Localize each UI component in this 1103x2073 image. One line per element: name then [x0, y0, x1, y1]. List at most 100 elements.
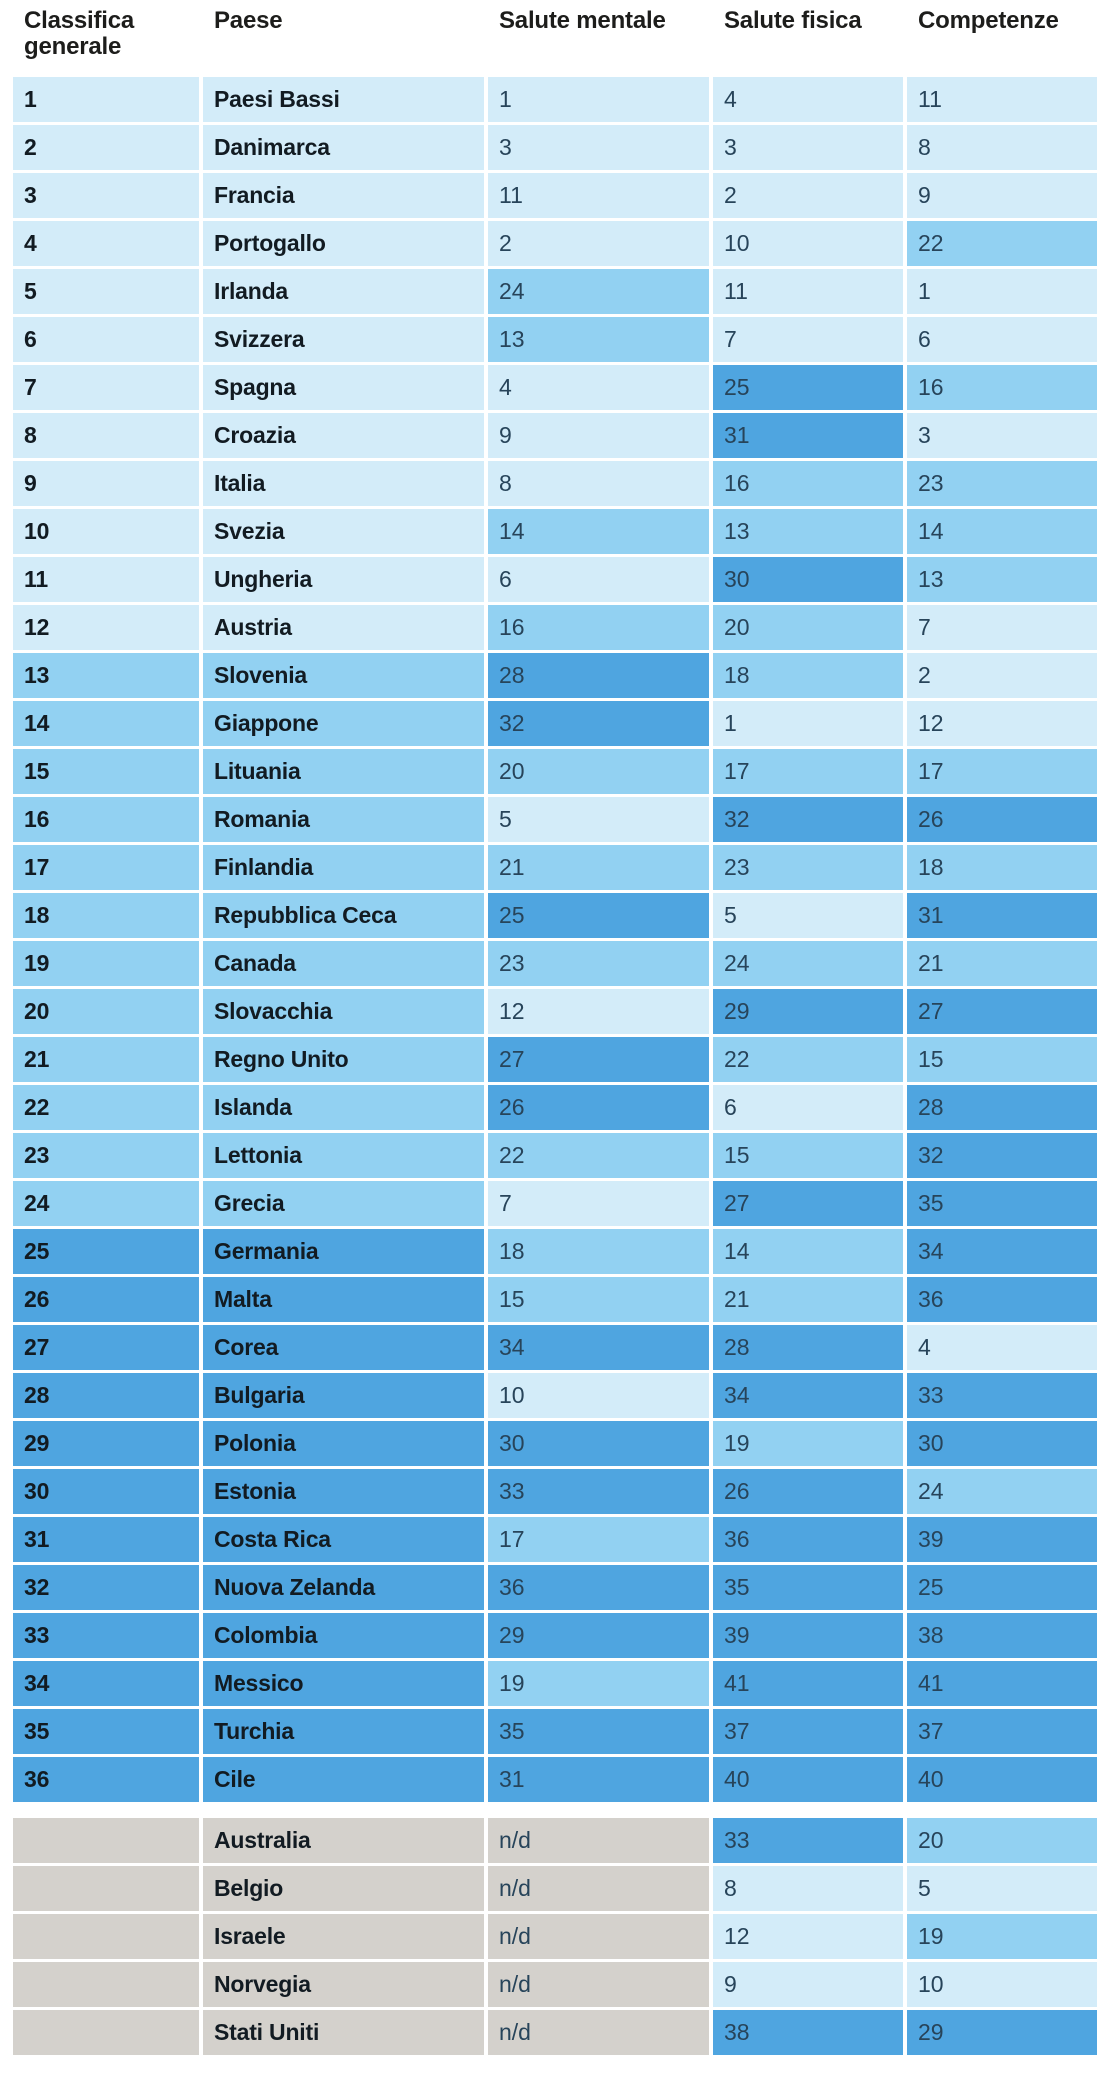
mental-health-cell: 36 — [488, 1564, 709, 1610]
physical-health-cell: 10 — [713, 220, 903, 266]
physical-health-cell: 27 — [713, 1180, 903, 1226]
table-row: 14 Giappone 32 1 12 — [13, 700, 1103, 746]
physical-health-cell: 26 — [713, 1468, 903, 1514]
mental-health-cell: 14 — [488, 508, 709, 554]
country-cell: Polonia — [203, 1420, 484, 1466]
skills-cell: 35 — [907, 1180, 1097, 1226]
skills-cell: 26 — [907, 796, 1097, 842]
country-cell: Canada — [203, 940, 484, 986]
rank-cell: 8 — [13, 412, 199, 458]
skills-cell: 13 — [907, 556, 1097, 602]
mental-health-cell: 30 — [488, 1420, 709, 1466]
mental-health-cell: 35 — [488, 1708, 709, 1754]
unranked-rows-section: Australia n/d 33 20 Belgio n/d 8 5 Israele n/d 12 1… — [13, 1817, 1103, 2055]
country-cell: Portogallo — [203, 220, 484, 266]
rank-cell — [13, 1865, 199, 1911]
table-row: 23 Lettonia 22 15 32 — [13, 1132, 1103, 1178]
physical-health-cell: 20 — [713, 604, 903, 650]
rank-cell: 1 — [13, 76, 199, 122]
mental-health-cell: n/d — [488, 1961, 709, 2007]
country-cell: Belgio — [203, 1865, 484, 1911]
mental-health-cell: 32 — [488, 700, 709, 746]
mental-health-cell: 21 — [488, 844, 709, 890]
mental-health-cell: 2 — [488, 220, 709, 266]
table-row: 27 Corea 34 28 4 — [13, 1324, 1103, 1370]
ranked-rows-section: 1 Paesi Bassi 1 4 11 2 Danimarca 3 3 8 3 Francia 11 2… — [13, 76, 1103, 1802]
country-cell: Ungheria — [203, 556, 484, 602]
rank-cell: 23 — [13, 1132, 199, 1178]
col-header-salute-fisica: Salute fisica — [724, 7, 862, 34]
mental-health-cell: 25 — [488, 892, 709, 938]
table-row: 26 Malta 15 21 36 — [13, 1276, 1103, 1322]
rank-cell: 14 — [13, 700, 199, 746]
table-row: 18 Repubblica Ceca 25 5 31 — [13, 892, 1103, 938]
rank-cell: 13 — [13, 652, 199, 698]
physical-health-cell: 34 — [713, 1372, 903, 1418]
table-row: 10 Svezia 14 13 14 — [13, 508, 1103, 554]
mental-health-cell: 22 — [488, 1132, 709, 1178]
rank-cell: 29 — [13, 1420, 199, 1466]
skills-cell: 5 — [907, 1865, 1097, 1911]
table-row: 11 Ungheria 6 30 13 — [13, 556, 1103, 602]
mental-health-cell: 33 — [488, 1468, 709, 1514]
skills-cell: 17 — [907, 748, 1097, 794]
rank-cell: 36 — [13, 1756, 199, 1802]
rank-cell: 3 — [13, 172, 199, 218]
rank-cell — [13, 2009, 199, 2055]
country-cell: Estonia — [203, 1468, 484, 1514]
skills-cell: 12 — [907, 700, 1097, 746]
table-row: 3 Francia 11 2 9 — [13, 172, 1103, 218]
country-cell: Lettonia — [203, 1132, 484, 1178]
unranked-table-row: Stati Uniti n/d 38 29 — [13, 2009, 1103, 2055]
country-cell: Stati Uniti — [203, 2009, 484, 2055]
mental-health-cell: 19 — [488, 1660, 709, 1706]
rank-cell — [13, 1961, 199, 2007]
physical-health-cell: 12 — [713, 1913, 903, 1959]
physical-health-cell: 6 — [713, 1084, 903, 1130]
country-cell: Finlandia — [203, 844, 484, 890]
mental-health-cell: 11 — [488, 172, 709, 218]
country-cell: Colombia — [203, 1612, 484, 1658]
mental-health-cell: 8 — [488, 460, 709, 506]
physical-health-cell: 35 — [713, 1564, 903, 1610]
physical-health-cell: 4 — [713, 76, 903, 122]
mental-health-cell: 12 — [488, 988, 709, 1034]
mental-health-cell: 13 — [488, 316, 709, 362]
rank-cell: 4 — [13, 220, 199, 266]
physical-health-cell: 1 — [713, 700, 903, 746]
mental-health-cell: 18 — [488, 1228, 709, 1274]
physical-health-cell: 39 — [713, 1612, 903, 1658]
mental-health-cell: n/d — [488, 1913, 709, 1959]
table-row: 9 Italia 8 16 23 — [13, 460, 1103, 506]
physical-health-cell: 23 — [713, 844, 903, 890]
physical-health-cell: 15 — [713, 1132, 903, 1178]
table-row: 36 Cile 31 40 40 — [13, 1756, 1103, 1802]
rank-cell: 35 — [13, 1708, 199, 1754]
physical-health-cell: 29 — [713, 988, 903, 1034]
skills-cell: 9 — [907, 172, 1097, 218]
rank-cell: 18 — [13, 892, 199, 938]
table-row: 19 Canada 23 24 21 — [13, 940, 1103, 986]
mental-health-cell: 28 — [488, 652, 709, 698]
country-cell: Corea — [203, 1324, 484, 1370]
mental-health-cell: 27 — [488, 1036, 709, 1082]
physical-health-cell: 33 — [713, 1817, 903, 1863]
table-row: 13 Slovenia 28 18 2 — [13, 652, 1103, 698]
country-cell: Germania — [203, 1228, 484, 1274]
physical-health-cell: 36 — [713, 1516, 903, 1562]
physical-health-cell: 5 — [713, 892, 903, 938]
physical-health-cell: 19 — [713, 1420, 903, 1466]
table-row: 17 Finlandia 21 23 18 — [13, 844, 1103, 890]
skills-cell: 20 — [907, 1817, 1097, 1863]
rank-cell: 16 — [13, 796, 199, 842]
country-cell: Costa Rica — [203, 1516, 484, 1562]
rank-cell: 6 — [13, 316, 199, 362]
country-cell: Bulgaria — [203, 1372, 484, 1418]
country-cell: Svizzera — [203, 316, 484, 362]
mental-health-cell: 15 — [488, 1276, 709, 1322]
table-row: 29 Polonia 30 19 30 — [13, 1420, 1103, 1466]
mental-health-cell: 31 — [488, 1756, 709, 1802]
rank-cell: 34 — [13, 1660, 199, 1706]
mental-health-cell: 23 — [488, 940, 709, 986]
skills-cell: 8 — [907, 124, 1097, 170]
